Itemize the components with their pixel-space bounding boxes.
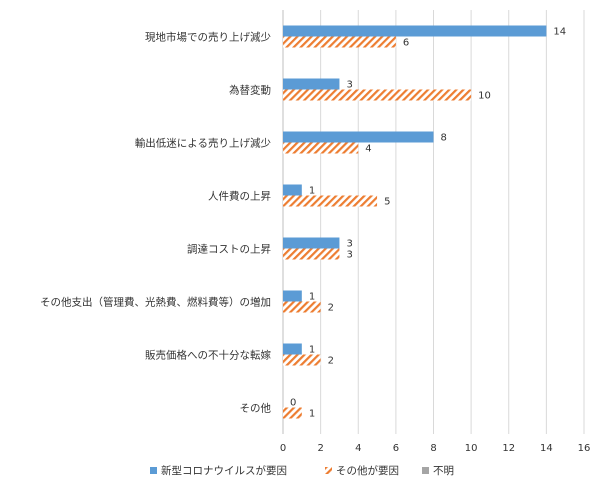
data-label: 3: [346, 250, 352, 261]
data-label: 1: [309, 292, 315, 303]
bar-other-6: [283, 354, 321, 366]
data-label: 5: [384, 197, 390, 208]
bar-other-7: [283, 407, 302, 419]
bars: [283, 25, 547, 419]
bar-covid-4: [283, 237, 340, 249]
bar-other-2: [283, 142, 359, 154]
data-label: 14: [553, 27, 566, 38]
x-tick-label: 12: [502, 443, 515, 454]
legend-swatch-covid: [150, 467, 157, 474]
bar-other-1: [283, 89, 472, 101]
category-label: 人件費の上昇: [208, 190, 271, 203]
data-label: 6: [403, 38, 409, 49]
bar-covid-5: [283, 290, 302, 302]
x-tick-label: 16: [578, 443, 591, 454]
category-label: 調達コストの上昇: [187, 243, 271, 256]
x-tick-label: 4: [355, 443, 361, 454]
data-label: 8: [441, 133, 447, 144]
legend-label-unknown: 不明: [433, 465, 454, 477]
x-tick-label: 2: [317, 443, 323, 454]
legend: 新型コロナウイルスが要因 その他が要因 不明: [150, 464, 454, 477]
legend-label-covid: 新型コロナウイルスが要因: [161, 464, 287, 477]
x-tick-label: 6: [393, 443, 399, 454]
category-label: 販売価格への不十分な転嫁: [145, 349, 271, 362]
data-label: 2: [328, 356, 334, 367]
data-label: 1: [309, 345, 315, 356]
category-label: 現地市場での売り上げ減少: [145, 31, 271, 44]
data-label: 4: [365, 144, 371, 155]
bar-other-5: [283, 301, 321, 313]
legend-swatch-other: [325, 467, 332, 474]
x-tick-label: 8: [430, 443, 436, 454]
bar-covid-0: [283, 25, 547, 37]
legend-label-other: その他が要因: [336, 464, 399, 477]
bar-other-3: [283, 195, 378, 207]
category-label: その他支出（管理費、光熱費、燃料費等）の増加: [40, 296, 271, 309]
bar-covid-3: [283, 184, 302, 196]
category-label: 為替変動: [229, 84, 271, 97]
data-label: 1: [309, 409, 315, 420]
category-label: 輸出低迷による売り上げ減少: [135, 137, 271, 150]
legend-swatch-unknown: [422, 467, 429, 474]
x-tick-label: 10: [465, 443, 478, 454]
category-label: その他: [240, 402, 272, 415]
bar-covid-2: [283, 131, 434, 143]
x-tick-label: 0: [280, 443, 286, 454]
data-label: 3: [346, 80, 352, 91]
data-label: 0: [290, 398, 296, 409]
data-label: 2: [328, 303, 334, 314]
data-label: 10: [478, 91, 491, 102]
bar-other-4: [283, 248, 340, 260]
bar-covid-6: [283, 343, 302, 355]
data-label: 3: [346, 239, 352, 250]
bar-covid-1: [283, 78, 340, 90]
bar-other-0: [283, 36, 396, 48]
data-label: 1: [309, 186, 315, 197]
grid-lines: [282, 10, 585, 434]
x-tick-label: 14: [540, 443, 553, 454]
